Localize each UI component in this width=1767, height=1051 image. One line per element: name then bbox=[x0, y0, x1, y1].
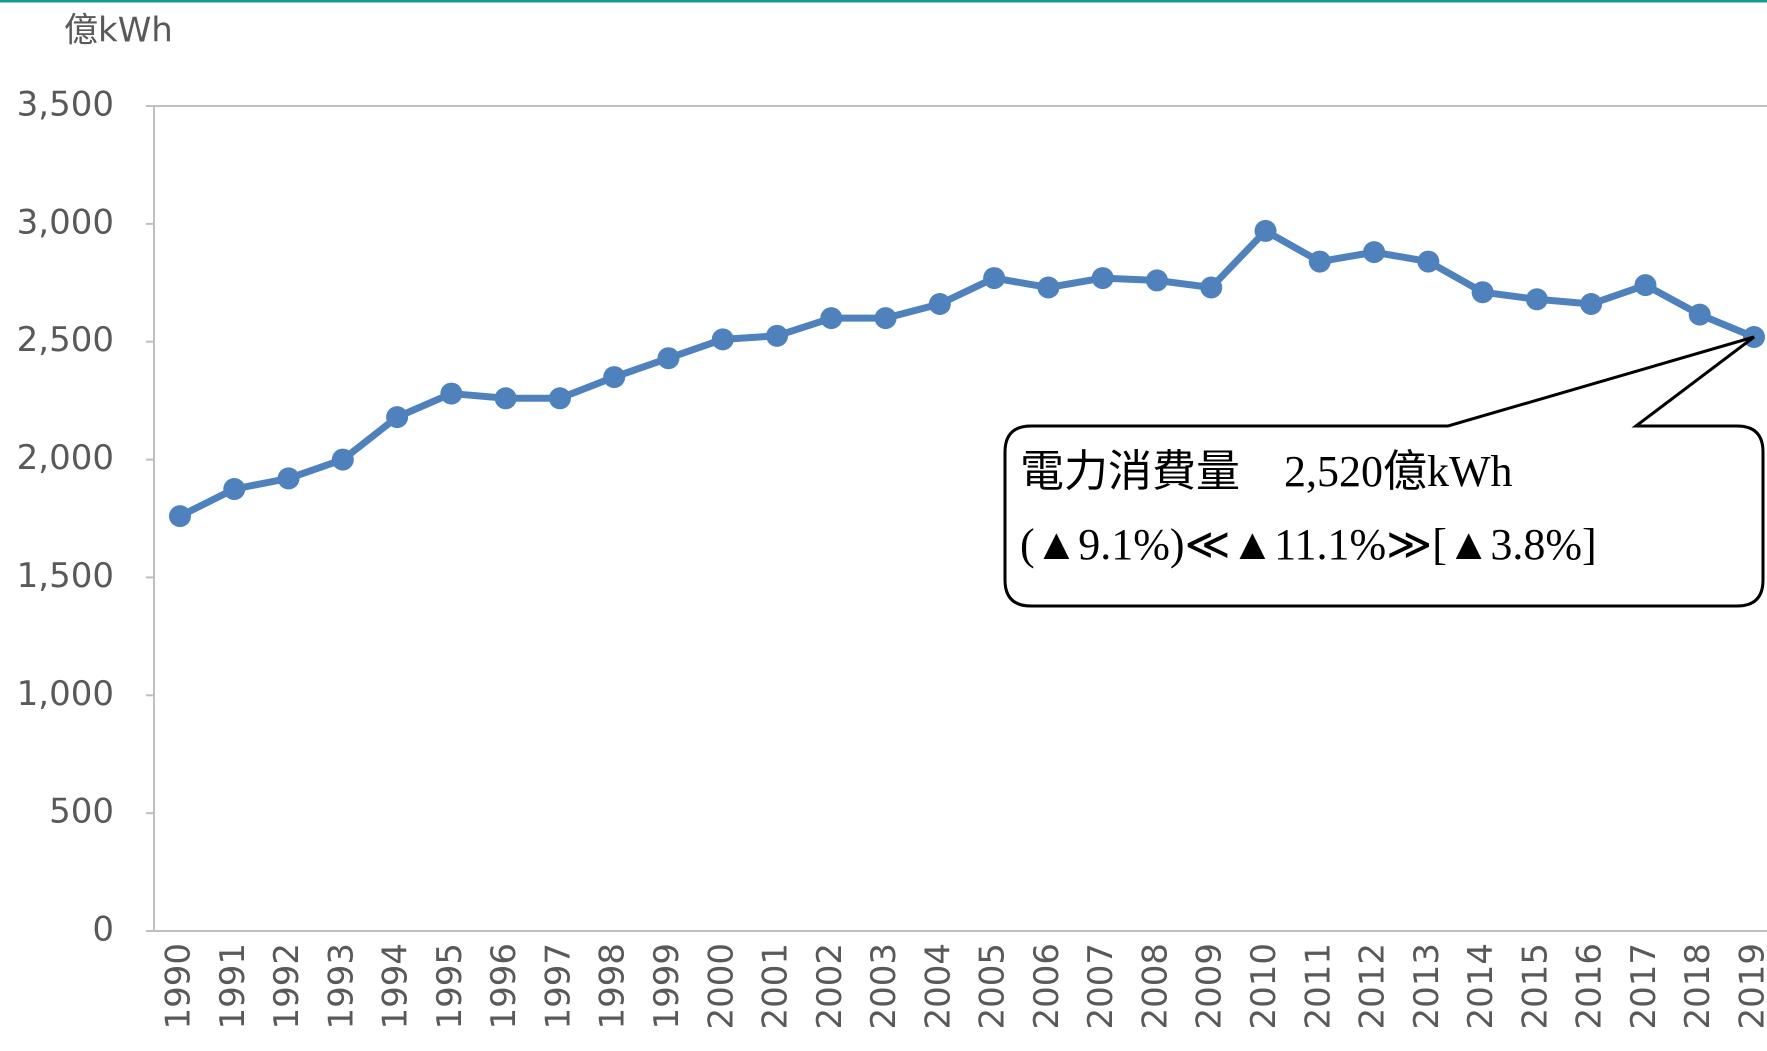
data-point bbox=[1200, 277, 1222, 299]
x-tick-label: 2001 bbox=[756, 943, 796, 1030]
x-tick-label: 2015 bbox=[1515, 943, 1555, 1030]
data-point bbox=[1634, 274, 1656, 296]
data-point bbox=[1526, 288, 1548, 310]
x-tick-label: 2017 bbox=[1624, 943, 1664, 1030]
data-point bbox=[875, 307, 897, 329]
data-point bbox=[1689, 304, 1711, 326]
x-tick-label: 2012 bbox=[1353, 943, 1393, 1030]
x-tick-label: 1995 bbox=[430, 943, 470, 1030]
y-tick-label: 3,500 bbox=[17, 85, 114, 125]
x-tick-label: 1990 bbox=[159, 943, 199, 1030]
data-point bbox=[1037, 277, 1059, 299]
data-point bbox=[332, 449, 354, 471]
x-tick-label: 2007 bbox=[1081, 943, 1121, 1030]
data-point bbox=[929, 293, 951, 315]
data-point bbox=[278, 467, 300, 489]
x-tick-label: 2010 bbox=[1244, 943, 1284, 1030]
data-point bbox=[766, 325, 788, 347]
x-tick-label: 2008 bbox=[1135, 943, 1175, 1030]
x-tick-label: 2006 bbox=[1027, 943, 1067, 1030]
data-point bbox=[440, 383, 462, 405]
data-point bbox=[1417, 251, 1439, 273]
data-point bbox=[549, 387, 571, 409]
data-point bbox=[657, 347, 679, 369]
x-tick-label: 2011 bbox=[1298, 943, 1338, 1030]
x-tick-label: 2003 bbox=[864, 943, 904, 1030]
data-point bbox=[169, 505, 191, 527]
x-tick-label: 2005 bbox=[973, 943, 1013, 1030]
x-tick-label: 1997 bbox=[538, 943, 578, 1030]
data-point bbox=[1472, 281, 1494, 303]
x-tick-label: 2019 bbox=[1733, 943, 1767, 1030]
x-tick-label: 1999 bbox=[647, 943, 687, 1030]
y-tick-label: 500 bbox=[49, 792, 114, 832]
x-tick-label: 2002 bbox=[810, 943, 850, 1030]
x-tick-label: 1998 bbox=[593, 943, 633, 1030]
x-tick-label: 1993 bbox=[321, 943, 361, 1030]
annotation-line: 電力消費量 2,520億kWh bbox=[1020, 447, 1513, 496]
data-point bbox=[603, 366, 625, 388]
unit-label: 億kWh bbox=[64, 11, 173, 51]
y-tick-label: 1,500 bbox=[17, 556, 114, 596]
data-point bbox=[983, 267, 1005, 289]
data-point bbox=[1309, 251, 1331, 273]
x-tick-label: 2000 bbox=[701, 943, 741, 1030]
data-point bbox=[712, 328, 734, 350]
data-point bbox=[386, 406, 408, 428]
y-tick-label: 2,500 bbox=[17, 320, 114, 360]
x-tick-label: 1992 bbox=[267, 943, 307, 1030]
data-point bbox=[1146, 269, 1168, 291]
x-tick-label: 2004 bbox=[918, 943, 958, 1030]
data-point bbox=[820, 307, 842, 329]
x-tick-label: 2016 bbox=[1570, 943, 1610, 1030]
x-tick-label: 2013 bbox=[1407, 943, 1447, 1030]
data-point bbox=[1363, 241, 1385, 263]
y-tick-label: 0 bbox=[92, 910, 114, 950]
x-tick-label: 1996 bbox=[484, 943, 524, 1030]
data-point bbox=[1255, 220, 1277, 242]
data-point bbox=[223, 478, 245, 500]
x-tick-label: 2009 bbox=[1190, 943, 1230, 1030]
x-tick-label: 1991 bbox=[213, 943, 253, 1030]
y-tick-label: 3,000 bbox=[17, 202, 114, 242]
x-tick-label: 1994 bbox=[376, 943, 416, 1030]
data-point bbox=[495, 387, 517, 409]
y-tick-label: 2,000 bbox=[17, 438, 114, 478]
x-tick-label: 2014 bbox=[1461, 943, 1501, 1030]
x-tick-label: 2018 bbox=[1678, 943, 1718, 1030]
data-point bbox=[1092, 267, 1114, 289]
y-tick-label: 1,000 bbox=[17, 674, 114, 714]
annotation-line: (▲9.1%)≪▲11.1%≫[▲3.8%] bbox=[1020, 520, 1597, 569]
data-point bbox=[1580, 293, 1602, 315]
